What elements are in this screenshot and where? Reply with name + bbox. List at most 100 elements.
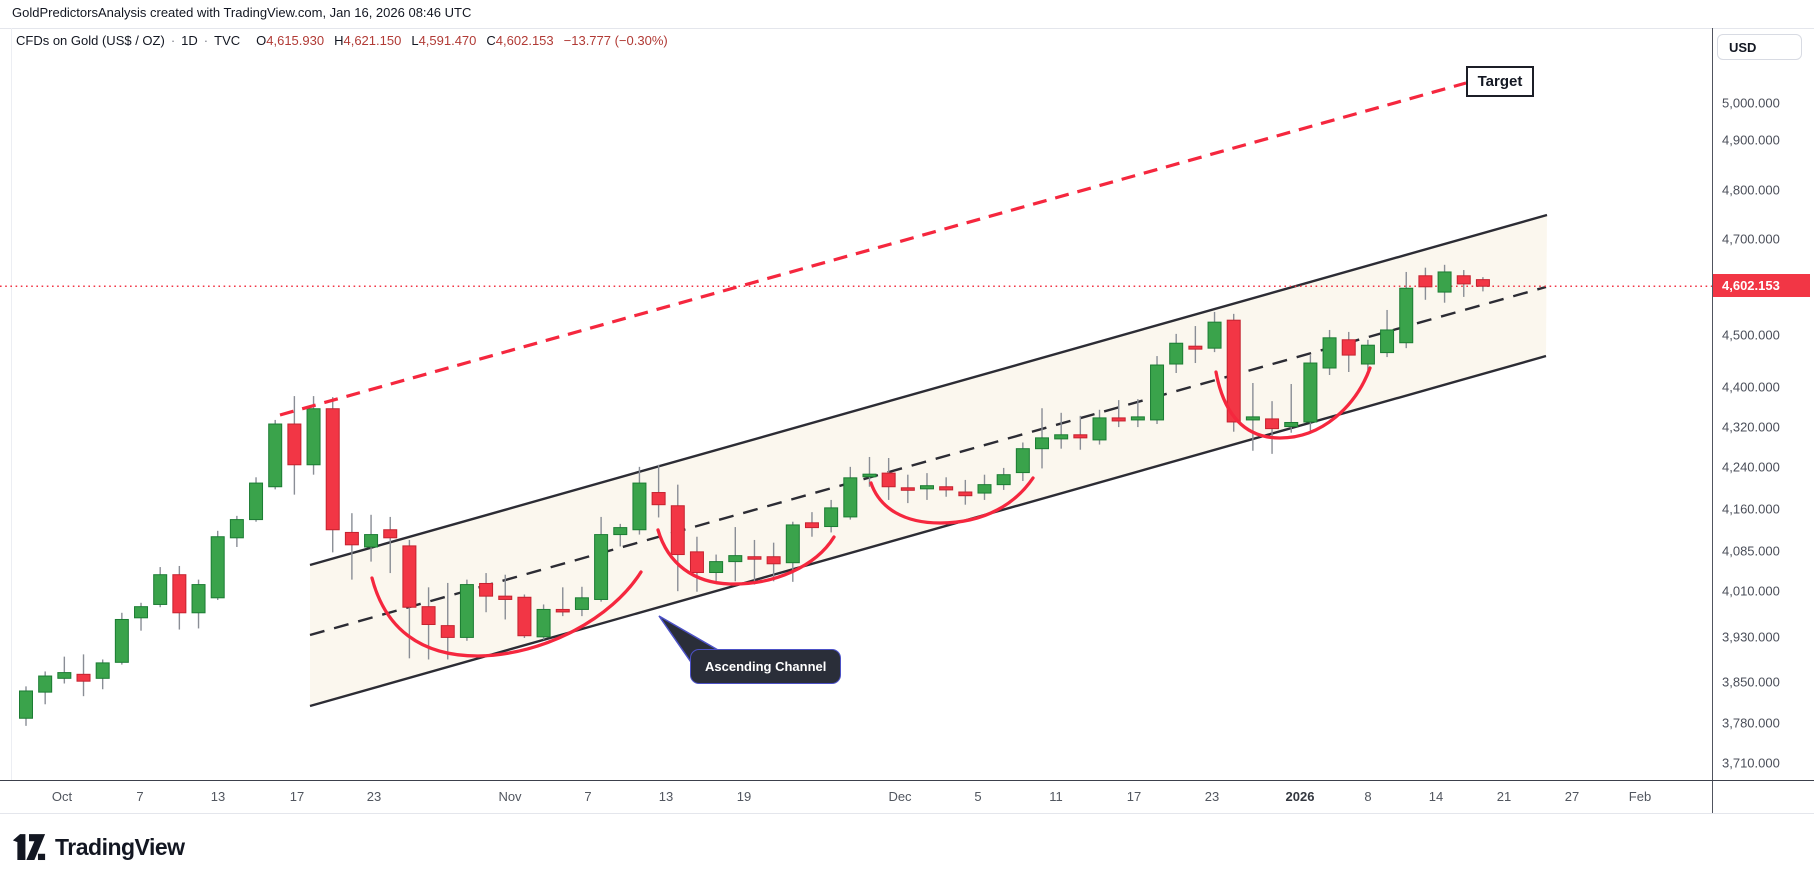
- time-tick: Dec: [888, 789, 912, 804]
- price-tick: 4,900.000: [1722, 132, 1780, 148]
- candle-up: [919, 485, 934, 490]
- price-tick: 3,930.000: [1722, 629, 1780, 645]
- candle-up: [862, 473, 877, 478]
- support-arc-drawing[interactable]: [869, 476, 1035, 525]
- candle-up: [785, 524, 800, 564]
- candle-up: [57, 672, 72, 679]
- candle-up: [1035, 437, 1050, 450]
- time-tick: 11: [1049, 789, 1063, 804]
- candle-up: [191, 584, 206, 614]
- support-arc-drawing[interactable]: [370, 570, 643, 658]
- candle-down: [1265, 418, 1280, 430]
- candle-down: [939, 486, 954, 491]
- candle-up: [459, 584, 474, 638]
- chart-left-frame: [11, 28, 12, 780]
- time-tick: 27: [1564, 789, 1580, 804]
- time-tick: 2026: [1285, 789, 1315, 804]
- candle-down: [555, 608, 570, 613]
- candle-up: [1245, 416, 1260, 421]
- candle-up: [95, 662, 110, 679]
- price-tick: 4,160.000: [1722, 501, 1780, 517]
- candle-down: [651, 492, 666, 506]
- ohlc-item: O4,615.930: [256, 33, 325, 48]
- candle-up: [613, 527, 628, 536]
- candle-up: [996, 474, 1011, 486]
- candle-up: [1303, 362, 1318, 423]
- candle-down: [689, 551, 704, 574]
- price-axis[interactable]: USD 5,000.000 4,900.000 4,800.000 4,700.000…: [1712, 28, 1814, 780]
- support-arc-drawing[interactable]: [1214, 366, 1372, 440]
- candle-down: [1073, 434, 1088, 439]
- time-tick: 19: [736, 789, 752, 804]
- candle-up: [1130, 416, 1145, 421]
- candle-up: [268, 423, 283, 488]
- candle-up: [1015, 448, 1030, 474]
- currency-button[interactable]: USD: [1717, 34, 1802, 60]
- candle-up: [709, 561, 724, 574]
- candle-up: [536, 608, 551, 638]
- candle-down: [1418, 275, 1433, 288]
- candle-up: [364, 534, 379, 548]
- candle-up: [1399, 287, 1414, 344]
- time-tick: Oct: [51, 789, 73, 804]
- price-tick: 4,320.000: [1722, 419, 1780, 435]
- price-tick: 4,085.000: [1722, 543, 1780, 559]
- bottom-frame: [0, 813, 1814, 814]
- tradingview-logo-icon: [12, 834, 46, 861]
- price-tick: 4,010.000: [1722, 583, 1780, 599]
- support-arc-drawing[interactable]: [656, 528, 836, 586]
- candle-up: [1150, 364, 1165, 421]
- channel-line[interactable]: [309, 213, 1548, 567]
- candle-up: [1380, 329, 1395, 354]
- candle-up: [977, 484, 992, 494]
- price-tick: 5,000.000: [1722, 95, 1780, 111]
- current-price-label[interactable]: 4,602.153: [1713, 274, 1810, 297]
- candle-down: [670, 505, 685, 556]
- time-axis[interactable]: Oct 7 13 17 23 Nov 7 13 19 Dec 5 11 17 23 2026 8 14 21 27 F…: [0, 780, 1814, 814]
- candle-up: [153, 574, 168, 605]
- time-tick: Feb: [1628, 789, 1652, 804]
- price-tick: 4,700.000: [1722, 231, 1780, 247]
- time-tick: 14: [1428, 789, 1444, 804]
- price-axis-border: [1712, 28, 1713, 813]
- candle-down: [325, 408, 340, 531]
- time-tick: 17: [1126, 789, 1142, 804]
- candle-up: [1054, 434, 1069, 440]
- symbol-legend[interactable]: CFDs on Gold (US$ / OZ) · 1D · TVC O4,61…: [16, 33, 668, 48]
- price-tick: 4,500.000: [1722, 327, 1780, 343]
- ascending-channel-drawing-label[interactable]: Ascending Channel: [690, 649, 842, 684]
- ohlc-item: C4,602.153: [486, 33, 554, 48]
- candle-down: [958, 491, 973, 497]
- candle-up: [1092, 417, 1107, 441]
- price-tick: 4,240.000: [1722, 459, 1780, 475]
- candle-up: [1437, 271, 1452, 293]
- legend-separator: ·: [203, 33, 209, 48]
- candle-up: [134, 606, 149, 619]
- candle-up: [1322, 337, 1337, 369]
- time-tick: Nov: [498, 789, 522, 804]
- time-tick: 5: [974, 789, 982, 804]
- time-tick: 7: [584, 789, 592, 804]
- candle-up: [594, 534, 609, 600]
- candle-down: [344, 531, 359, 546]
- candle-down: [804, 522, 819, 529]
- time-tick: 23: [366, 789, 382, 804]
- price-tick: 3,850.000: [1722, 674, 1780, 690]
- header-divider: [0, 28, 1814, 29]
- candle-up: [38, 675, 53, 693]
- candle-up: [632, 482, 647, 531]
- candle-up: [249, 482, 264, 521]
- price-tick: 4,400.000: [1722, 379, 1780, 395]
- candle-up: [114, 618, 129, 663]
- ohlc-values: O4,615.930 H4,621.150 L4,591.470 C4,602.153: [256, 33, 554, 48]
- target-drawing-label[interactable]: Target: [1466, 66, 1534, 97]
- candle-down: [402, 545, 417, 608]
- candle-down: [766, 556, 781, 565]
- tradingview-logo[interactable]: TradingView: [12, 833, 185, 862]
- time-tick: 7: [136, 789, 144, 804]
- candle-down: [1341, 339, 1356, 356]
- time-tick: 23: [1204, 789, 1220, 804]
- channel-midline[interactable]: [309, 285, 1547, 637]
